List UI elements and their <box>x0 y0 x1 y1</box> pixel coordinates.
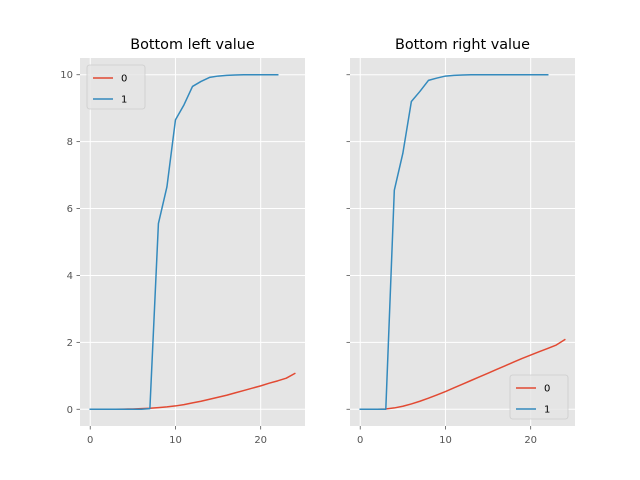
series-line-1 <box>359 73 549 411</box>
x-tick-label: 10 <box>169 435 182 446</box>
legend-frame <box>86 64 146 110</box>
x-tick-label: 10 <box>439 435 452 446</box>
chart-title: Bottom left value <box>130 37 255 53</box>
series-line-0 <box>359 338 566 411</box>
series-line-1 <box>89 73 279 411</box>
x-tick-label: 20 <box>524 435 537 446</box>
y-tick-label: 8 <box>67 137 73 148</box>
legend: 01 <box>86 64 146 110</box>
x-tick-label: 0 <box>87 435 93 446</box>
x-tick-label: 0 <box>357 435 363 446</box>
chart-title: Bottom right value <box>395 37 530 53</box>
plot-area <box>80 58 305 426</box>
legend-label-1: 1 <box>544 405 550 416</box>
legend-label-0: 0 <box>121 74 127 85</box>
y-tick-label: 6 <box>67 204 73 215</box>
y-tick-label: 4 <box>67 271 73 282</box>
plot-area <box>350 58 575 426</box>
y-tick-label: 10 <box>60 70 73 81</box>
legend-label-1: 1 <box>121 95 127 106</box>
legend-label-0: 0 <box>544 384 550 395</box>
legend: 01 <box>509 374 569 420</box>
legend-frame <box>509 374 569 420</box>
y-tick-label: 0 <box>67 405 73 416</box>
y-tick-label: 2 <box>67 338 73 349</box>
x-tick-label: 20 <box>254 435 267 446</box>
